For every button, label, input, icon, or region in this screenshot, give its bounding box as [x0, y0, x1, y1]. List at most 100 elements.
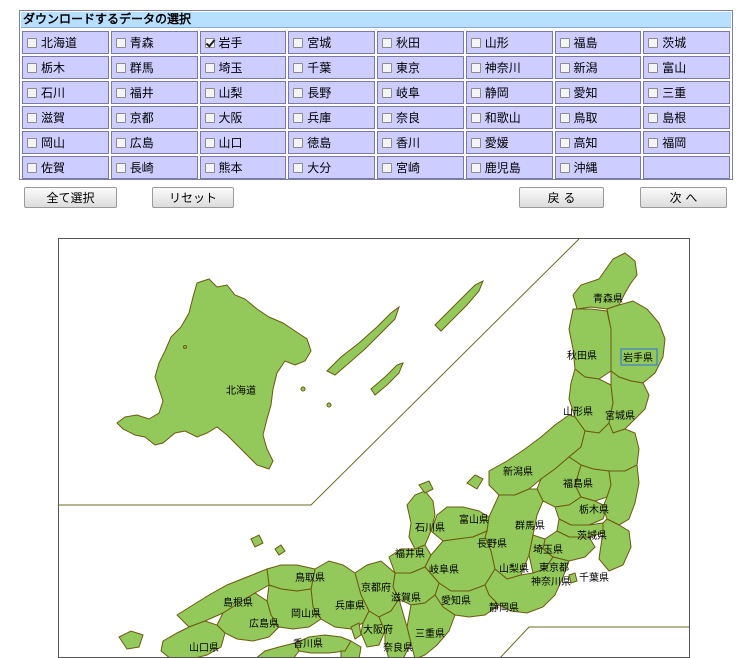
prefecture-checkbox[interactable]: 宮崎 [377, 156, 464, 179]
prefecture-checkbox[interactable]: 鹿児島 [465, 156, 553, 179]
prefecture-checkbox[interactable]: 岩手 [199, 31, 287, 54]
checkbox[interactable] [470, 87, 481, 98]
prefecture-checkbox[interactable]: 高知 [554, 131, 642, 154]
map-kuril-1[interactable] [326, 305, 400, 376]
checkbox[interactable] [559, 162, 570, 173]
prefecture-checkbox[interactable]: 宮城 [288, 31, 375, 54]
checkbox[interactable] [559, 62, 570, 73]
map-chiba[interactable] [598, 518, 632, 572]
checkbox[interactable] [115, 62, 126, 73]
prefecture-checkbox[interactable]: 長崎 [110, 156, 198, 179]
map-iwate[interactable] [606, 300, 666, 384]
back-button[interactable]: 戻 る [519, 187, 604, 208]
checkbox[interactable] [27, 37, 37, 48]
map-aomori[interactable] [572, 252, 638, 310]
prefecture-checkbox[interactable]: 北海道 [22, 31, 109, 54]
checkbox[interactable] [559, 37, 570, 48]
checkbox[interactable] [382, 62, 392, 73]
prefecture-checkbox[interactable]: 秋田 [377, 31, 464, 54]
checkbox[interactable] [382, 87, 392, 98]
checkbox[interactable] [204, 137, 215, 148]
checkbox[interactable] [648, 62, 659, 73]
prefecture-checkbox[interactable]: 山形 [465, 31, 553, 54]
prefecture-checkbox[interactable]: 栃木 [22, 56, 109, 79]
checkbox[interactable] [27, 87, 37, 98]
checkbox[interactable] [204, 87, 215, 98]
checkbox[interactable] [293, 37, 304, 48]
prefecture-checkbox[interactable]: 千葉 [288, 56, 375, 79]
prefecture-checkbox[interactable]: 群馬 [110, 56, 198, 79]
prefecture-checkbox[interactable]: 京都 [110, 106, 198, 129]
map-ishikawa[interactable] [406, 490, 436, 550]
checkbox[interactable] [204, 162, 215, 173]
checkbox[interactable] [470, 37, 481, 48]
prefecture-checkbox[interactable]: 青森 [110, 31, 198, 54]
map-izu-island[interactable] [568, 572, 578, 584]
map-miyagi[interactable] [608, 370, 650, 434]
prefecture-checkbox[interactable]: 富山 [643, 56, 730, 79]
prefecture-checkbox[interactable]: 山梨 [199, 81, 287, 104]
prefecture-checkbox[interactable]: 広島 [110, 131, 198, 154]
checkbox[interactable] [204, 112, 215, 123]
prefecture-checkbox[interactable]: 神奈川 [465, 56, 553, 79]
checkbox[interactable] [470, 137, 481, 148]
map-island[interactable] [274, 544, 286, 556]
checkbox[interactable] [115, 137, 126, 148]
prefecture-checkbox[interactable]: 香川 [377, 131, 464, 154]
prefecture-checkbox[interactable]: 山口 [199, 131, 287, 154]
prefecture-checkbox[interactable]: 徳島 [288, 131, 375, 154]
checkbox[interactable] [293, 112, 304, 123]
checkbox[interactable] [648, 112, 659, 123]
checkbox[interactable] [115, 87, 126, 98]
checkbox[interactable] [115, 112, 126, 123]
map-oki-island[interactable] [250, 534, 264, 548]
prefecture-checkbox[interactable]: 岡山 [22, 131, 109, 154]
checkbox[interactable] [470, 62, 481, 73]
checkbox[interactable] [293, 62, 304, 73]
prefecture-checkbox[interactable]: 三重 [643, 81, 730, 104]
checkbox[interactable] [115, 37, 126, 48]
prefecture-checkbox[interactable]: 静岡 [465, 81, 553, 104]
prefecture-checkbox[interactable]: 兵庫 [288, 106, 375, 129]
map-akita[interactable] [568, 308, 612, 380]
checkbox[interactable] [27, 137, 37, 148]
prefecture-checkbox[interactable]: 埼玉 [199, 56, 287, 79]
japan-map[interactable]: 北海道 青森県 秋田県 岩手県 山形県 宮城県 新潟県 福島県 栃木県 石川県 … [58, 238, 690, 658]
checkbox[interactable] [204, 37, 215, 48]
prefecture-checkbox[interactable]: 滋賀 [22, 106, 109, 129]
prefecture-checkbox[interactable]: 長野 [288, 81, 375, 104]
prefecture-checkbox[interactable]: 佐賀 [22, 156, 109, 179]
checkbox[interactable] [382, 137, 392, 148]
map-island[interactable] [183, 345, 187, 349]
prefecture-checkbox[interactable]: 福井 [110, 81, 198, 104]
prefecture-checkbox[interactable]: 熊本 [199, 156, 287, 179]
map-awaji-island[interactable] [350, 622, 362, 640]
map-island[interactable] [326, 402, 332, 408]
checkbox[interactable] [382, 162, 392, 173]
checkbox[interactable] [204, 62, 215, 73]
checkbox[interactable] [648, 87, 659, 98]
prefecture-checkbox[interactable]: 鳥取 [554, 106, 642, 129]
checkbox[interactable] [293, 162, 304, 173]
map-sado-island[interactable] [466, 474, 484, 490]
reset-button[interactable]: リセット [152, 187, 234, 208]
map-kuril-2[interactable] [434, 279, 484, 332]
prefecture-checkbox[interactable]: 福岡 [643, 131, 730, 154]
map-island[interactable] [300, 386, 306, 392]
map-ibaraki[interactable] [602, 464, 640, 526]
prefecture-checkbox[interactable]: 和歌山 [465, 106, 553, 129]
prefecture-checkbox[interactable]: 沖縄 [554, 156, 642, 179]
checkbox[interactable] [559, 112, 570, 123]
checkbox[interactable] [470, 162, 481, 173]
checkbox[interactable] [27, 62, 37, 73]
next-button[interactable]: 次 へ [640, 187, 727, 208]
prefecture-checkbox[interactable]: 大阪 [199, 106, 287, 129]
prefecture-checkbox[interactable]: 石川 [22, 81, 109, 104]
select-all-button[interactable]: 全て選択 [24, 187, 117, 208]
prefecture-checkbox[interactable]: 東京 [377, 56, 464, 79]
checkbox[interactable] [470, 112, 481, 123]
prefecture-checkbox[interactable]: 奈良 [377, 106, 464, 129]
prefecture-checkbox[interactable]: 福島 [554, 31, 642, 54]
checkbox[interactable] [115, 162, 126, 173]
checkbox[interactable] [382, 37, 392, 48]
